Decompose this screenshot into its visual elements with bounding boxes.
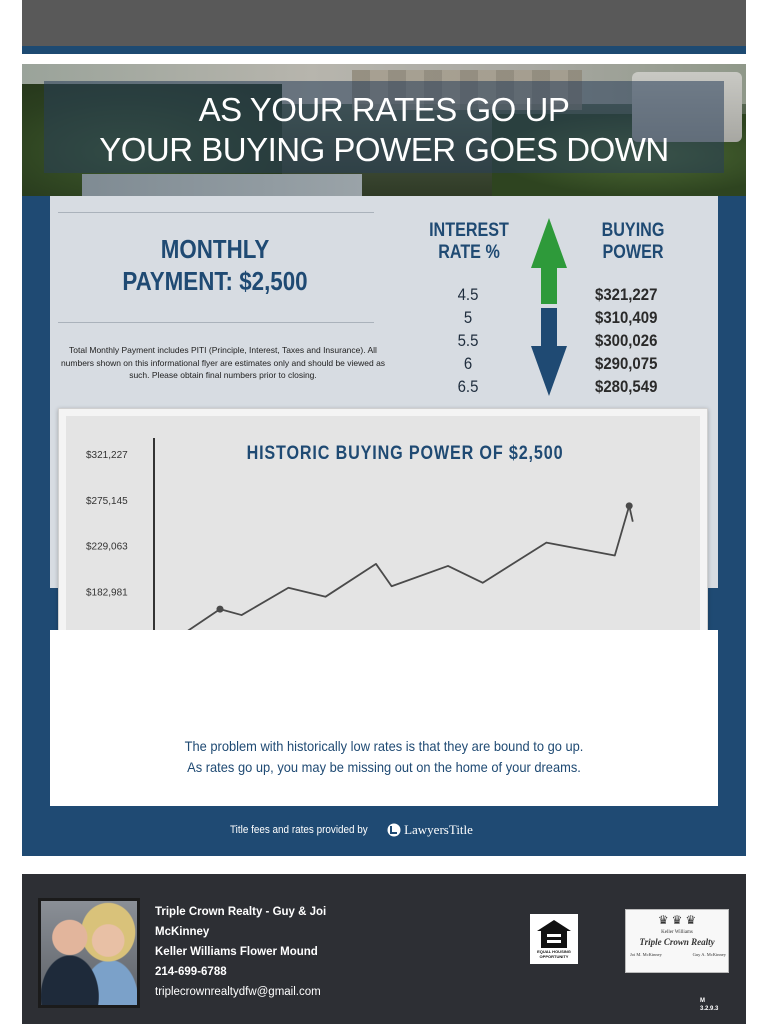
agent-surname: McKinney [155, 926, 210, 938]
agent-phone[interactable]: 214-699-6788 [155, 966, 227, 978]
interest-rate-header: INTEREST RATE % [419, 220, 519, 264]
lawyers-title-icon [387, 823, 401, 837]
rate-value: 6.5 [457, 377, 479, 396]
series-line [183, 504, 634, 635]
interest-rate-header-line-1: INTEREST [429, 220, 509, 241]
flyer-code: M 3.2.9.3 [700, 997, 718, 1013]
card-name-right: Guy A. McKinney [692, 952, 726, 957]
power-value: $321,227 [595, 285, 658, 304]
power-value: $290,075 [595, 354, 658, 373]
up-arrow-icon [531, 218, 567, 304]
y-tick-label: $182,981 [86, 587, 128, 598]
message-panel [50, 630, 718, 806]
y-tick-label: $275,145 [86, 496, 128, 507]
up-down-arrow-icon [531, 218, 567, 396]
flyer-code-line-1: M [700, 998, 705, 1004]
card-brand: Keller Williams [661, 930, 693, 935]
payment-amount: PAYMENT: $2,500 [122, 266, 308, 296]
power-value: $280,549 [595, 377, 658, 396]
monthly-label: MONTHLY [160, 234, 270, 264]
provider-text: Title fees and rates provided by [230, 824, 368, 836]
agent-email[interactable]: triplecrownrealtydfw@gmail.com [155, 986, 321, 998]
buying-power-list: $321,227 $310,409 $300,026 $290,075 $280… [595, 283, 675, 398]
disclaimer-text: Total Monthly Payment includes PITI (Pri… [60, 345, 386, 380]
buying-power-header: BUYING POWER [586, 220, 680, 264]
interest-rate-list: 4.5 5 5.5 6 6.5 [438, 283, 498, 398]
y-tick-label: $229,063 [86, 542, 128, 553]
rate-value: 4.5 [457, 285, 479, 304]
business-card: ♛ ♛ ♛ Keller Williams Triple Crown Realt… [625, 909, 729, 973]
y-tick-label: $321,227 [86, 450, 128, 461]
agent-info: Triple Crown Realty - Guy & Joi McKinney… [155, 902, 375, 1002]
data-point-marker [625, 502, 633, 510]
hero-title-line-1: AS YOUR RATES GO UP [198, 91, 570, 128]
crown-icon: ♛ ♛ ♛ [657, 913, 697, 927]
interest-rate-header-line-2: RATE % [438, 242, 500, 263]
divider-bottom [58, 322, 374, 323]
agent-photo [38, 898, 140, 1008]
top-bar [22, 0, 746, 46]
equal-housing-logo: EQUAL HOUSING OPPORTUNITY [530, 914, 578, 964]
buying-power-header-line-1: BUYING [601, 220, 665, 241]
equal-housing-caption: EQUAL HOUSING OPPORTUNITY [537, 949, 571, 959]
lawyers-title-wordmark: LawyersTitle [404, 822, 473, 837]
card-company: Triple Crown Realty [639, 937, 715, 947]
provider-credit: Title fees and rates provided by Lawyers… [230, 818, 538, 842]
agent-photo-image [41, 901, 137, 1005]
lawyers-title-logo: LawyersTitle [387, 822, 473, 838]
monthly-payment-heading: MONTHLY PAYMENT: $2,500 [82, 233, 349, 297]
message-line-1: The problem with historically low rates … [184, 738, 584, 754]
power-value: $310,409 [595, 308, 658, 327]
divider-top [58, 212, 374, 213]
chart-title: HISTORIC BUYING POWER OF $2,500 [246, 443, 564, 464]
down-arrow-icon [531, 308, 567, 396]
data-point-marker [216, 605, 224, 613]
card-name-left: Joi M. McKinney [630, 952, 662, 957]
hero-title: AS YOUR RATES GO UP YOUR BUYING POWER GO… [22, 90, 746, 170]
power-value: $300,026 [595, 331, 658, 350]
equal-housing-icon [537, 920, 571, 948]
hero-banner: AS YOUR RATES GO UP YOUR BUYING POWER GO… [22, 64, 746, 196]
rate-value: 6 [463, 354, 473, 373]
hero-title-band [44, 81, 724, 173]
buying-power-header-line-2: POWER [602, 242, 664, 263]
message-line-2: As rates go up, you may be missing out o… [187, 759, 581, 775]
card-names: Joi M. McKinney Guy A. McKinney [630, 952, 726, 957]
rate-value: 5.5 [457, 331, 479, 350]
rate-value: 5 [463, 308, 473, 327]
flyer-code-line-2: 3.2.9.3 [700, 1006, 719, 1012]
hero-path [82, 174, 362, 196]
message-text: The problem with historically low rates … [86, 736, 682, 778]
top-accent-line [22, 46, 746, 54]
agent-company: Triple Crown Realty - Guy & Joi [155, 906, 327, 918]
agent-brokerage: Keller Williams Flower Mound [155, 946, 318, 958]
hero-title-line-2: YOUR BUYING POWER GOES DOWN [99, 131, 669, 168]
